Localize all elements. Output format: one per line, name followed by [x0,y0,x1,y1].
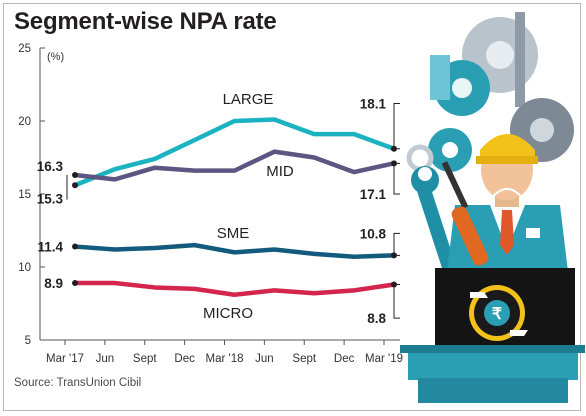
series-label-large: LARGE [223,91,274,108]
illustration-group: ₹ [400,12,585,403]
x-tick-label: Dec [174,353,195,365]
axes: 5 10 15 20 25 (%) Mar '17 Jun Sept Dec Mar '18 Jun S… [18,43,403,365]
rupee-coin-icon: ₹ [469,285,528,341]
svg-text:₹: ₹ [492,306,502,323]
y-axis-unit-label: (%) [47,51,64,63]
series-start-point [72,172,78,179]
gears-icon [406,12,574,172]
wrench-icon [411,166,460,283]
series-start-point [72,243,78,250]
series-line-micro [72,280,397,297]
end-label: 17.1 [360,187,387,202]
y-tick-label: 20 [18,116,31,128]
x-tick-label: Dec [334,353,355,365]
y-tick-label: 10 [18,262,31,274]
annotation-bracket [393,284,400,319]
labels-layer: LARGE MID SME MICRO 16.3 15.3 11.4 8.9 18.1 17.1 1… [37,91,400,326]
end-label: 8.8 [367,311,386,326]
series-start-point [72,182,78,189]
start-label: 15.3 [37,192,64,207]
start-label: 16.3 [37,159,64,174]
series-label-sme: SME [217,225,250,242]
series-layer [72,117,397,297]
annotation-bracket [393,162,400,195]
end-label: 10.8 [360,226,387,241]
x-tick-label: Mar '18 [206,353,244,365]
screwdriver-icon [441,161,489,266]
y-tick-label: 5 [25,335,31,347]
source-note: Source: TransUnion Cibil [14,377,142,389]
chart-title: Segment-wise NPA rate [14,8,277,35]
x-tick-label: Jun [96,353,115,365]
series-line-sme [72,242,397,260]
annotation-bracket [393,102,400,150]
x-tick-label: Sept [292,353,316,365]
y-tick-label: 15 [18,189,31,201]
series-label-mid: MID [266,163,294,180]
series-line-large [72,117,397,188]
start-label: 8.9 [44,276,63,291]
series-line-mid [72,149,397,182]
series-label-micro: MICRO [203,305,253,322]
annotation-bracket [393,232,400,256]
y-tick-label: 25 [18,43,31,55]
start-label: 11.4 [37,240,63,255]
x-tick-label: Mar '19 [365,353,403,365]
x-tick-label: Mar '17 [46,353,84,365]
end-label: 18.1 [360,96,387,111]
x-tick-label: Jun [255,353,274,365]
x-tick-label: Sept [133,353,157,365]
series-start-point [72,280,78,287]
